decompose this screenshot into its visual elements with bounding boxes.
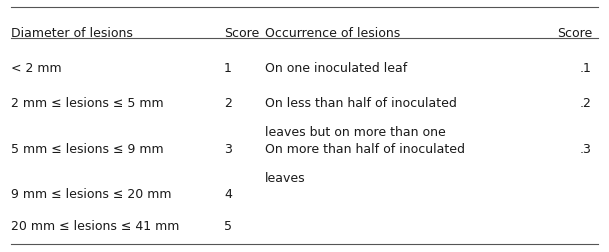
Text: leaves: leaves: [265, 171, 306, 184]
Text: 9 mm ≤ lesions ≤ 20 mm: 9 mm ≤ lesions ≤ 20 mm: [11, 188, 172, 201]
Text: Occurrence of lesions: Occurrence of lesions: [265, 26, 400, 39]
Text: 5: 5: [224, 219, 232, 232]
Text: 1: 1: [224, 62, 232, 75]
Text: 3: 3: [224, 142, 232, 155]
Text: 4: 4: [224, 188, 232, 201]
Text: Score: Score: [557, 26, 592, 39]
Text: .1: .1: [580, 62, 592, 75]
Text: < 2 mm: < 2 mm: [11, 62, 62, 75]
Text: .3: .3: [580, 142, 592, 155]
Text: 2 mm ≤ lesions ≤ 5 mm: 2 mm ≤ lesions ≤ 5 mm: [11, 97, 164, 110]
Text: .2: .2: [580, 97, 592, 110]
Text: leaves but on more than one: leaves but on more than one: [265, 126, 446, 139]
Text: 2: 2: [224, 97, 232, 110]
Text: Score: Score: [224, 26, 259, 39]
Text: Diameter of lesions: Diameter of lesions: [11, 26, 133, 39]
Text: 20 mm ≤ lesions ≤ 41 mm: 20 mm ≤ lesions ≤ 41 mm: [11, 219, 179, 232]
Text: On more than half of inoculated: On more than half of inoculated: [265, 142, 465, 155]
Text: 5 mm ≤ lesions ≤ 9 mm: 5 mm ≤ lesions ≤ 9 mm: [11, 142, 164, 155]
Text: On one inoculated leaf: On one inoculated leaf: [265, 62, 407, 75]
Text: On less than half of inoculated: On less than half of inoculated: [265, 97, 457, 110]
